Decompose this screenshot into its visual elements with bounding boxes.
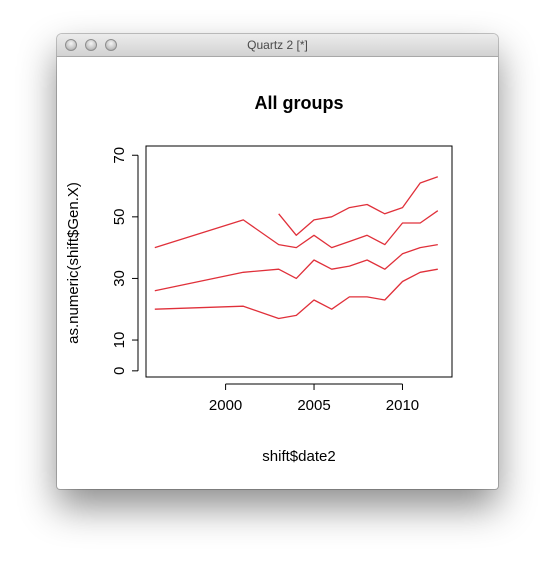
close-button[interactable] (65, 39, 77, 51)
minimize-button[interactable] (85, 39, 97, 51)
x-axis-label: shift$date2 (262, 448, 335, 465)
plot-box (145, 145, 453, 378)
series-line (278, 176, 439, 236)
series-line (154, 210, 439, 249)
window-titlebar[interactable]: Quartz 2 [*] (57, 34, 498, 57)
y-axis-label: as.numeric(shift$Gen.X) (65, 182, 82, 344)
x-tick-label: 2005 (297, 397, 330, 414)
x-axis: 2000 2005 2010 (209, 383, 419, 414)
series-line (154, 243, 438, 292)
y-tick-label: 30 (111, 270, 128, 287)
plot-canvas: All groups 2000 2005 2010 0 10 30 50 70 shift$… (65, 93, 453, 465)
y-tick-label: 10 (111, 332, 128, 349)
y-tick-label: 0 (111, 367, 128, 375)
series-group (154, 176, 439, 320)
y-tick-label: 70 (111, 147, 128, 164)
window-title: Quartz 2 [*] (247, 38, 308, 52)
zoom-button[interactable] (105, 39, 117, 51)
x-tick-label: 2010 (386, 397, 419, 414)
y-axis: 0 10 30 50 70 (111, 147, 139, 375)
y-tick-label: 50 (111, 208, 128, 225)
quartz-window: Quartz 2 [*] All groups 2000 2005 2010 0 10… (57, 34, 498, 489)
chart-title: All groups (255, 93, 344, 113)
x-tick-label: 2000 (209, 397, 242, 414)
series-line (154, 268, 438, 320)
